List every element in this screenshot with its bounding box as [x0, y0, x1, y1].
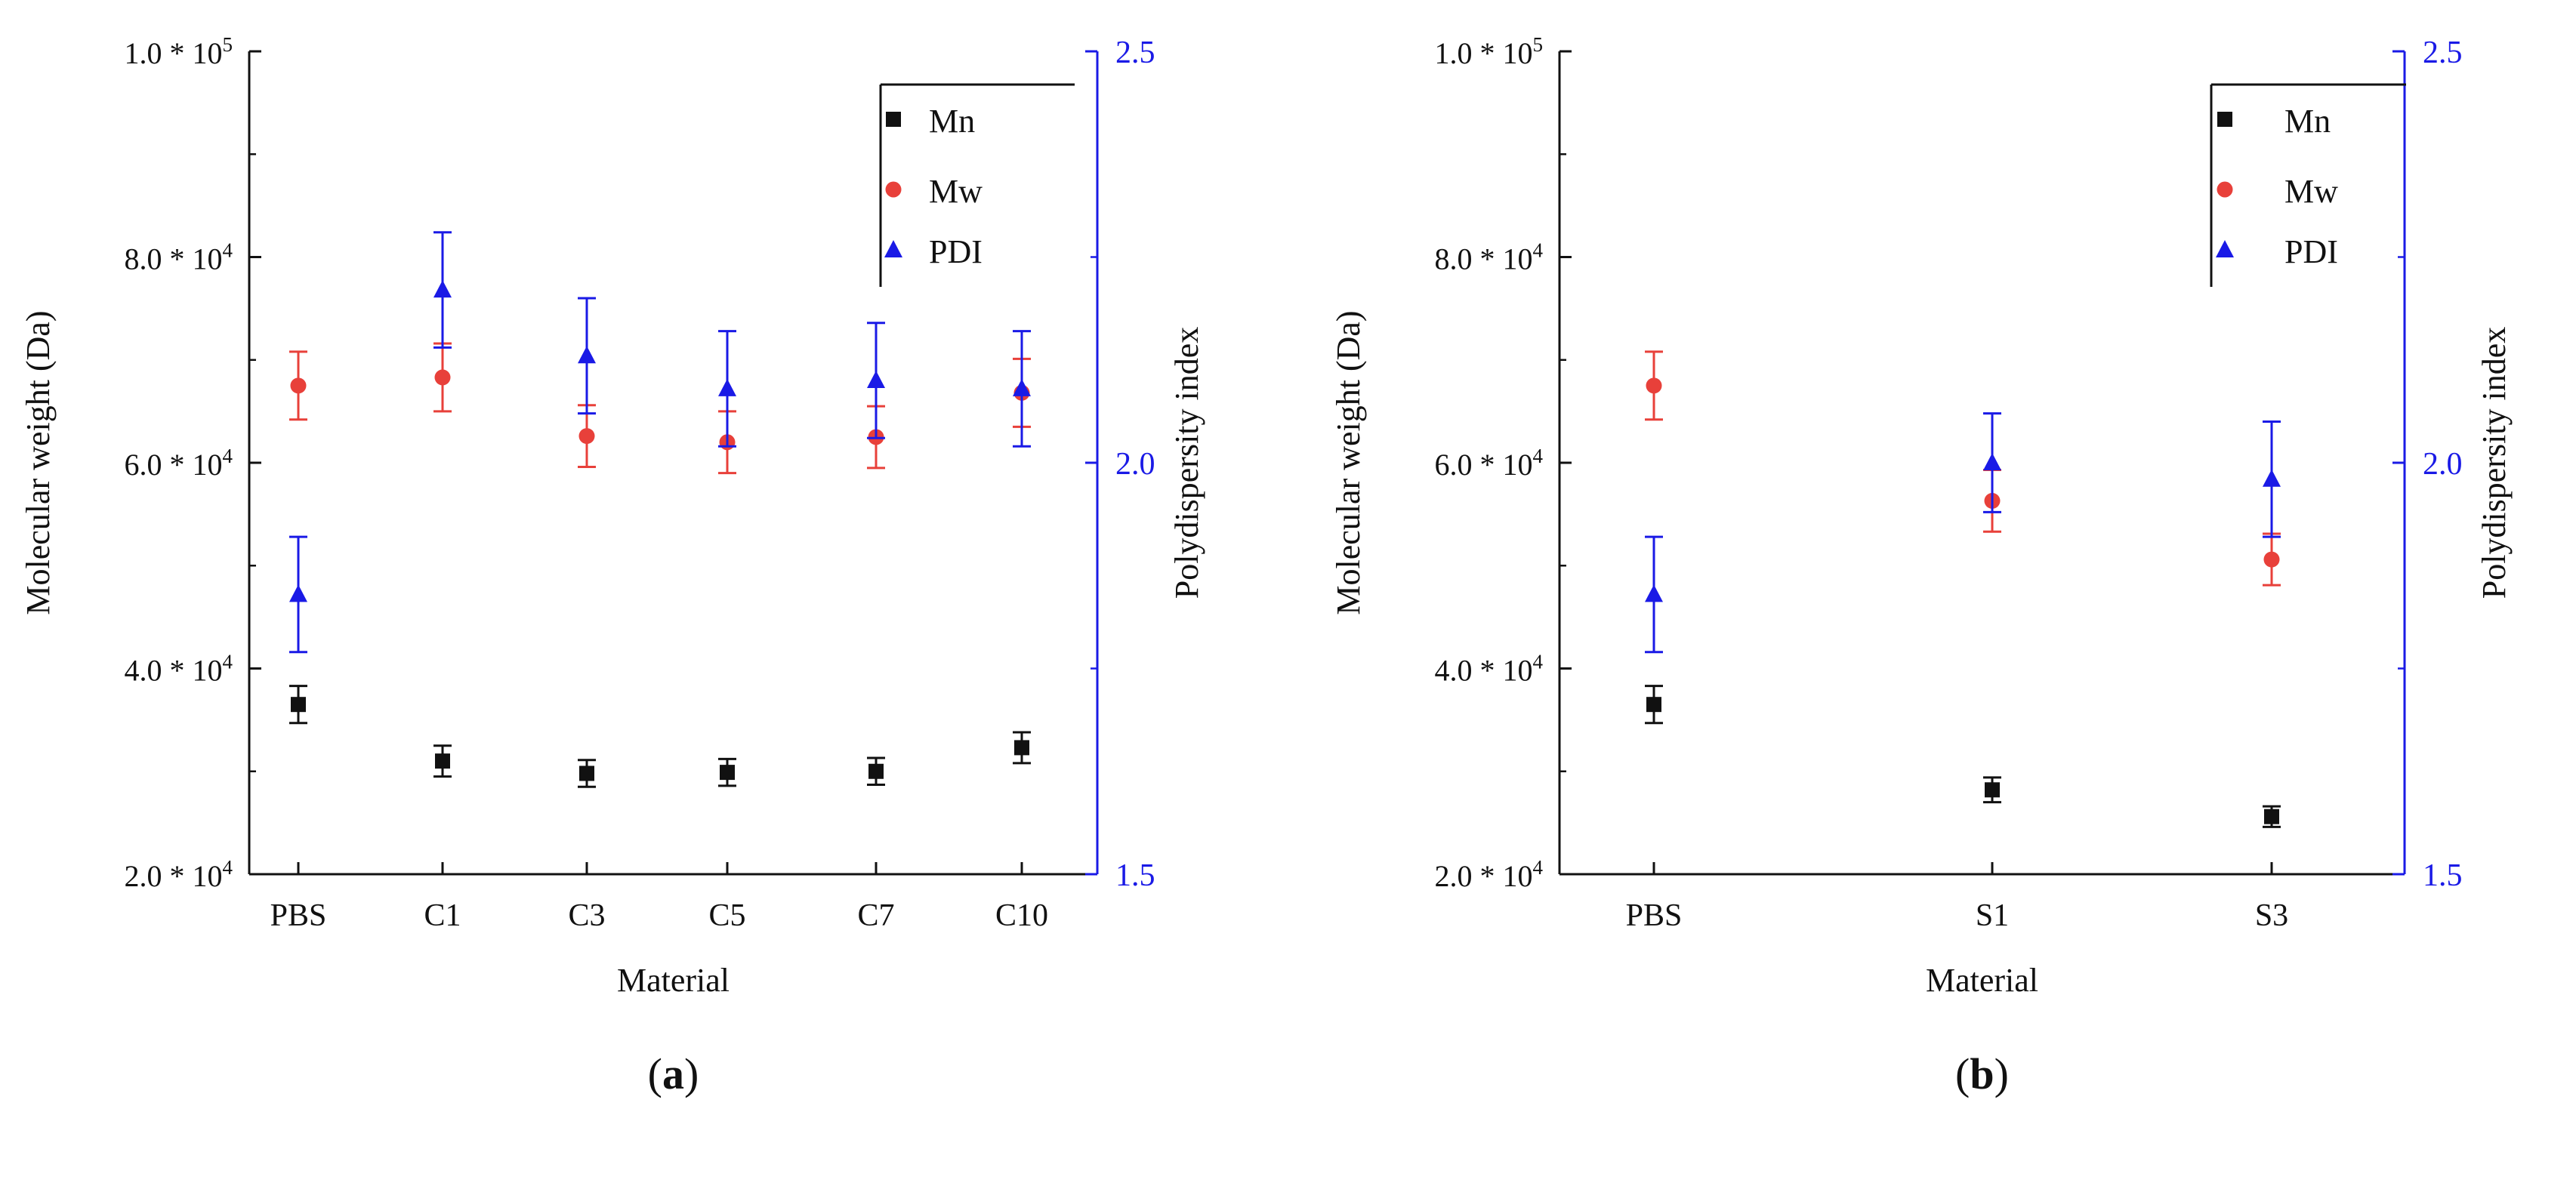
mw-point	[1646, 377, 1662, 394]
pdi-point	[1983, 453, 2001, 470]
panel-label: (a)	[648, 1049, 699, 1098]
y-tick-label: 1.0 * 105	[125, 33, 233, 70]
legend-marker-mw	[885, 181, 902, 198]
y-tick-label: 4.0 * 104	[125, 651, 233, 688]
chart-panel-b: 2.0 * 104 4.0 * 104 6.0 * 104 8.0 * 104 1.0 …	[1330, 33, 2513, 1098]
y-axis-title: Molecular weight (Da)	[1330, 310, 1367, 615]
legend-marker-pdi	[2216, 240, 2234, 257]
x-tick-label: PBS	[1626, 898, 1683, 933]
mn-point	[868, 763, 884, 779]
legend-label-pdi: PDI	[929, 233, 983, 270]
legend-marker-mn	[2217, 112, 2232, 127]
legend-label-mw: Mw	[929, 173, 983, 210]
y-tick-label: 4.0 * 104	[1435, 651, 1544, 688]
x-tick-label: C7	[857, 898, 894, 933]
legend-label-pdi: PDI	[2284, 233, 2338, 270]
y-tick-label: 6.0 * 104	[1435, 445, 1544, 482]
chart-panel-a: 2.0 * 104 4.0 * 104 6.0 * 104 8.0 * 104 1.0 …	[20, 33, 1205, 1098]
mw-point	[290, 377, 307, 394]
y-tick-label: 2.0 * 104	[1435, 856, 1544, 893]
y2-tick-label: 1.5	[1115, 858, 1155, 893]
y2-axis-title: Polydispersity index	[1168, 327, 1205, 599]
pdi-point	[289, 584, 307, 602]
legend-label-mw: Mw	[2284, 173, 2338, 210]
x-tick-label: C1	[424, 898, 461, 933]
pdi-point	[867, 371, 885, 388]
x-axis-title: Material	[1926, 962, 2038, 999]
y-tick-label: 8.0 * 104	[1435, 239, 1544, 276]
y-axis-title: Molecular weight (Da)	[20, 310, 57, 615]
y-tick-label: 2.0 * 104	[125, 856, 233, 893]
y2-tick-label: 2.5	[1115, 35, 1155, 70]
mw-point	[434, 369, 451, 386]
y2-tick-label: 1.5	[2423, 858, 2463, 893]
mw-point	[578, 428, 595, 445]
legend-marker-mw	[2217, 181, 2233, 198]
y2-tick-label: 2.0	[1115, 447, 1155, 482]
mn-point	[1985, 782, 2000, 798]
legend-marker-mn	[886, 112, 901, 127]
mn-point	[291, 697, 306, 713]
y-tick-label: 1.0 * 105	[1435, 33, 1544, 70]
x-tick-label: S3	[2255, 898, 2288, 933]
x-tick-label: C10	[995, 898, 1048, 933]
x-tick-label: C5	[708, 898, 745, 933]
pdi-point	[578, 346, 596, 364]
legend-marker-pdi	[884, 240, 902, 257]
x-axis-title: Material	[617, 962, 730, 999]
legend-label-mn: Mn	[929, 103, 975, 140]
y2-axis-title: Polydispersity index	[2476, 327, 2513, 599]
y-tick-label: 8.0 * 104	[125, 239, 233, 276]
pdi-point	[433, 280, 452, 298]
mn-point	[2264, 809, 2279, 824]
y2-tick-label: 2.5	[2423, 35, 2463, 70]
mn-point	[579, 765, 594, 781]
y-tick-label: 6.0 * 104	[125, 445, 233, 482]
mn-point	[435, 753, 450, 769]
panel-label: (b)	[1955, 1049, 2009, 1098]
pdi-point	[2263, 469, 2281, 487]
mn-point	[720, 765, 735, 781]
y2-tick-label: 2.0	[2423, 447, 2463, 482]
mw-point	[2263, 551, 2280, 568]
x-tick-label: S1	[1976, 898, 2009, 933]
legend-label-mn: Mn	[2284, 103, 2331, 140]
mn-point	[1646, 697, 1661, 713]
mn-point	[1014, 740, 1029, 756]
pdi-point	[718, 378, 736, 396]
x-tick-label: C3	[568, 898, 605, 933]
pdi-point	[1645, 584, 1663, 602]
pdi-point	[1013, 378, 1031, 396]
x-tick-label: PBS	[270, 898, 327, 933]
